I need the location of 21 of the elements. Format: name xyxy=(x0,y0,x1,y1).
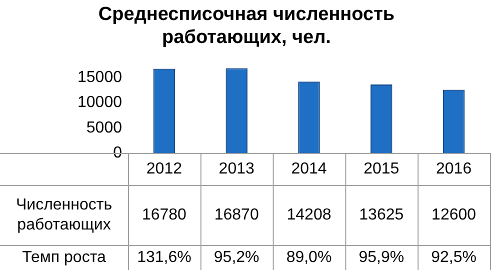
x-tick-label: 2015 xyxy=(364,160,400,178)
y-tick-label: 10000 xyxy=(78,94,122,112)
text: 95,2% xyxy=(214,248,260,266)
text: 131,6% xyxy=(137,248,192,266)
data-label: 16870 xyxy=(214,206,259,224)
x-tick-label: 2016 xyxy=(436,160,472,178)
y-tick-label: 5000 xyxy=(86,119,122,136)
text: Темп роста xyxy=(22,248,106,266)
data-label: 12600 xyxy=(432,206,476,224)
text: 89,0% xyxy=(286,248,332,266)
text: 92,5% xyxy=(431,248,476,266)
y-tick-label: 15000 xyxy=(78,69,122,86)
data-label: 14208 xyxy=(286,206,332,224)
x-tick-label: 2012 xyxy=(146,160,182,178)
data-label: 13625 xyxy=(359,206,404,224)
data-label: 16780 xyxy=(142,206,187,224)
chart-title: Среднесписочная численность работающих, чел. xyxy=(97,3,396,49)
text: Численность работающих xyxy=(16,196,112,234)
x-tick-label: 2014 xyxy=(291,160,327,178)
text: 95,9% xyxy=(358,248,404,266)
x-tick-label: 2013 xyxy=(218,160,254,178)
